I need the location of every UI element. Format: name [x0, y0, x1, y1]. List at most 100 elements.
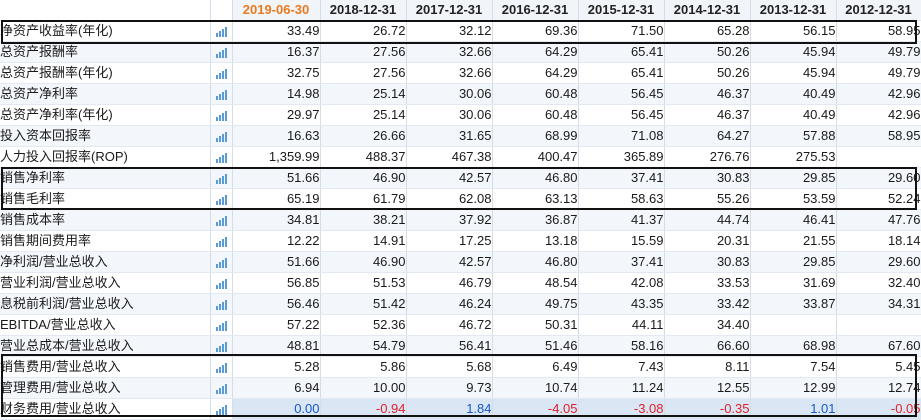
row-label: 财务费用/营业总收入: [0, 398, 211, 420]
table-row[interactable]: 总资产净利率 14.98 25.14 30.06 60.48 56.45 46.37 40.4…: [0, 83, 921, 105]
value-cell: 51.46: [492, 335, 579, 357]
chart-button[interactable]: [210, 146, 233, 168]
column-header-period[interactable]: 2019-06-30: [232, 0, 321, 21]
chart-button[interactable]: [210, 167, 233, 189]
value-cell: 58.95: [836, 20, 921, 42]
value-cell: 57.22: [232, 314, 321, 336]
table-row[interactable]: 净资产收益率(年化) 33.49 26.72 32.12 69.36 71.50 65.28…: [0, 20, 921, 42]
chart-button[interactable]: [210, 356, 233, 378]
table-row[interactable]: 人力投入回报率(ROP) 1,359.99 488.37 467.38 400.47 36…: [0, 146, 921, 168]
column-header-period[interactable]: 2014-12-31: [664, 0, 751, 21]
chart-button[interactable]: [210, 314, 233, 336]
table-row[interactable]: 销售成本率 34.81 38.21 37.92 36.87 41.37 44.74 46.41…: [0, 209, 921, 231]
value-cell: 48.81: [232, 335, 321, 357]
value-cell: 13.18: [492, 230, 579, 252]
table-row[interactable]: 总资产报酬率(年化) 32.75 27.56 32.66 64.29 65.41 50.26…: [0, 62, 921, 84]
value-cell: 60.48: [492, 104, 579, 126]
column-header-period[interactable]: 2015-12-31: [578, 0, 665, 21]
chart-button[interactable]: [210, 230, 233, 252]
chart-button[interactable]: [210, 125, 233, 147]
value-cell: 30.83: [664, 167, 751, 189]
column-header-period[interactable]: 2016-12-31: [492, 0, 579, 21]
chart-button[interactable]: [210, 209, 233, 231]
table-row[interactable]: 销售毛利率 65.19 61.79 62.08 63.13 58.63 55.26 53.59…: [0, 188, 921, 210]
value-cell: 8.11: [664, 356, 751, 378]
value-cell: 46.80: [492, 167, 579, 189]
value-cell: 46.90: [320, 251, 407, 273]
table-row[interactable]: EBITDA/营业总收入 57.22 52.36 46.72 50.31 44.11 34.…: [0, 314, 921, 336]
table-row[interactable]: 销售净利率 51.66 46.90 42.57 46.80 37.41 30.83 29.85…: [0, 167, 921, 189]
value-cell: 42.57: [406, 167, 493, 189]
value-cell: 32.66: [406, 41, 493, 63]
value-cell: 64.29: [492, 41, 579, 63]
table-row[interactable]: 净利润/营业总收入 51.66 46.90 42.57 46.80 37.41 30.83 2…: [0, 251, 921, 273]
row-label: 总资产报酬率: [0, 41, 211, 63]
value-cell: 27.56: [320, 41, 407, 63]
chart-button[interactable]: [210, 41, 233, 63]
table-row[interactable]: 财务费用/营业总收入 0.00 -0.94 1.84 -4.05 -3.08 -0.35 1.…: [0, 398, 921, 420]
column-header-period[interactable]: 2018-12-31: [320, 0, 407, 21]
table-row[interactable]: 管理费用/营业总收入 6.94 10.00 9.73 10.74 11.24 12.55 12…: [0, 377, 921, 399]
value-cell: 29.85: [750, 167, 837, 189]
value-cell: [836, 146, 921, 168]
row-label: 销售净利率: [0, 167, 211, 189]
value-cell: 12.74: [836, 377, 921, 399]
value-cell: 58.95: [836, 125, 921, 147]
chart-button[interactable]: [210, 20, 233, 42]
value-cell: 63.13: [492, 188, 579, 210]
column-header-period[interactable]: 2017-12-31: [406, 0, 493, 21]
table-row[interactable]: 销售期间费用率 12.22 14.91 17.25 13.18 15.59 20.31 21.…: [0, 230, 921, 252]
value-cell: 65.41: [578, 41, 665, 63]
chart-button[interactable]: [210, 251, 233, 273]
table-row[interactable]: 销售费用/营业总收入 5.28 5.86 5.68 6.49 7.43 8.11 7.54 5.…: [0, 356, 921, 378]
value-cell: -0.94: [320, 398, 407, 420]
header-icon-cell: [210, 0, 233, 21]
table-row[interactable]: 总资产报酬率 16.37 27.56 32.66 64.29 65.41 50.26 45.9…: [0, 41, 921, 63]
value-cell: 5.68: [406, 356, 493, 378]
column-header-period[interactable]: 2013-12-31: [750, 0, 837, 21]
bar-chart-icon: [215, 68, 227, 79]
row-label: 投入资本回报率: [0, 125, 211, 147]
value-cell: -0.05: [836, 398, 921, 420]
chart-button[interactable]: [210, 188, 233, 210]
chart-button[interactable]: [210, 104, 233, 126]
value-cell: 46.90: [320, 167, 407, 189]
table-row[interactable]: 投入资本回报率 16.63 26.66 31.65 68.99 71.08 64.27 57.…: [0, 125, 921, 147]
chart-button[interactable]: [210, 62, 233, 84]
value-cell: 30.83: [664, 251, 751, 273]
value-cell: 33.42: [664, 293, 751, 315]
value-cell: 69.36: [492, 20, 579, 42]
chart-button[interactable]: [210, 398, 233, 420]
value-cell: 37.41: [578, 251, 665, 273]
value-cell: 1.01: [750, 398, 837, 420]
value-cell: 49.75: [492, 293, 579, 315]
value-cell: 41.37: [578, 209, 665, 231]
chart-button[interactable]: [210, 335, 233, 357]
row-label: 销售期间费用率: [0, 230, 211, 252]
value-cell: 48.54: [492, 272, 579, 294]
value-cell: 10.00: [320, 377, 407, 399]
row-label: EBITDA/营业总收入: [0, 314, 211, 336]
value-cell: 10.74: [492, 377, 579, 399]
table-row[interactable]: 营业利润/营业总收入 56.85 51.53 46.79 48.54 42.08 33.53…: [0, 272, 921, 294]
chart-button[interactable]: [210, 293, 233, 315]
table-row[interactable]: 营业总成本/营业总收入 48.81 54.79 56.41 51.46 58.16 66.6…: [0, 335, 921, 357]
value-cell: 25.14: [320, 104, 407, 126]
bar-chart-icon: [215, 257, 227, 268]
value-cell: 46.37: [664, 83, 751, 105]
value-cell: 30.06: [406, 83, 493, 105]
value-cell: 61.79: [320, 188, 407, 210]
row-label: 息税前利润/营业总收入: [0, 293, 211, 315]
value-cell: 29.60: [836, 251, 921, 273]
row-label: 总资产净利率: [0, 83, 211, 105]
value-cell: 65.19: [232, 188, 321, 210]
chart-button[interactable]: [210, 377, 233, 399]
value-cell: 6.94: [232, 377, 321, 399]
table-row[interactable]: 息税前利润/营业总收入 56.46 51.42 46.24 49.75 43.35 33.4…: [0, 293, 921, 315]
value-cell: [750, 314, 837, 336]
table-row[interactable]: 总资产净利率(年化) 29.97 25.14 30.06 60.48 56.45 46.37…: [0, 104, 921, 126]
value-cell: 64.27: [664, 125, 751, 147]
chart-button[interactable]: [210, 272, 233, 294]
column-header-period[interactable]: 2012-12-31: [836, 0, 921, 21]
chart-button[interactable]: [210, 83, 233, 105]
